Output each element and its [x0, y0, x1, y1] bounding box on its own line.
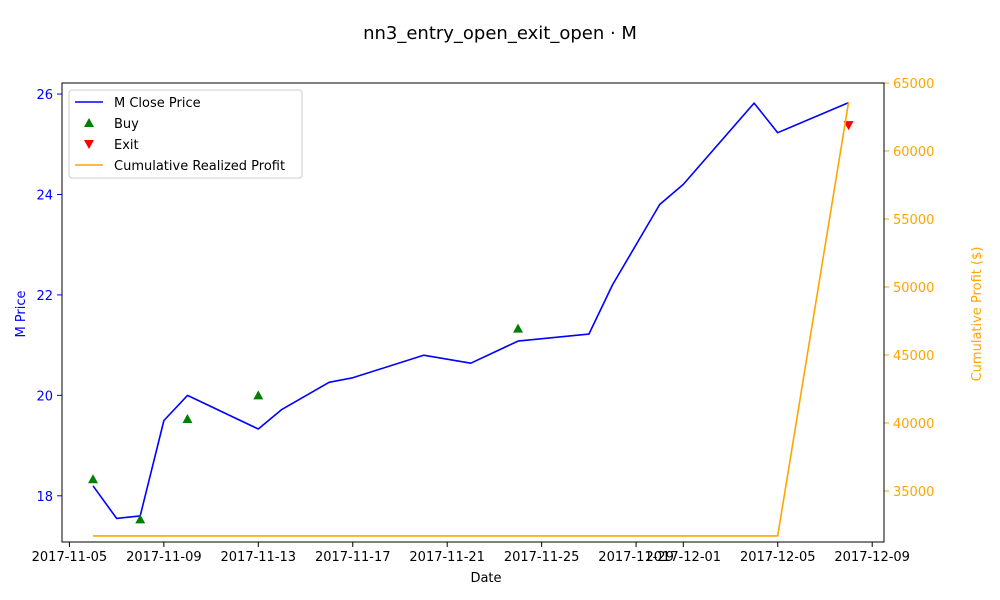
series-layer [88, 101, 854, 537]
y-axis-left-label: M Price [14, 290, 29, 337]
x-tick-label: 2017-11-05 [32, 550, 108, 565]
legend-box [68, 89, 303, 179]
x-axis-label: Date [470, 571, 501, 586]
y-left-tick-label: 26 [36, 88, 53, 103]
x-tick-label: 2017-11-25 [504, 550, 580, 565]
x-tick-label: 2017-11-09 [126, 550, 202, 565]
y-right-tick-label: 65000 [893, 77, 934, 92]
y-axis-left-ticks: 18 20 22 24 26 [36, 88, 62, 505]
legend: M Close Price Buy Exit Cumulative Realized … [68, 89, 303, 179]
legend-label: M Close Price [114, 96, 201, 111]
x-axis-ticks: 2017-11-05 2017-11-09 2017-11-13 2017-11-17… [32, 542, 910, 565]
legend-label: Exit [114, 138, 139, 153]
buy-marker [135, 514, 146, 524]
y-right-tick-label: 50000 [893, 281, 934, 296]
y-axis-right-label: Cumulative Profit ($) [970, 247, 985, 382]
y-right-tick-label: 35000 [893, 485, 934, 500]
legend-swatch-buy-marker [84, 118, 94, 127]
y-axis-right-ticks: 35000 40000 45000 50000 55000 60000 65000 [884, 77, 934, 500]
legend-label: Cumulative Realized Profit [114, 159, 285, 174]
exit-marker [843, 121, 854, 131]
x-tick-label: 2017-12-05 [740, 550, 816, 565]
buy-marker [182, 413, 193, 423]
y-right-tick-label: 55000 [893, 213, 934, 228]
y-left-tick-label: 22 [36, 289, 53, 304]
y-left-tick-label: 20 [36, 389, 53, 404]
y-right-tick-label: 60000 [893, 145, 934, 160]
axes-frame [61, 82, 885, 543]
y-left-tick-label: 24 [36, 188, 53, 203]
buy-marker [88, 474, 99, 484]
x-tick-label: 2017-11-17 [315, 550, 391, 565]
x-tick-label: 2017-11-29 [598, 550, 674, 565]
chart-title: nn3_entry_open_exit_open · M [363, 23, 637, 44]
legend-label: Buy [114, 117, 139, 132]
x-tick-label: 2017-11-21 [409, 550, 485, 565]
series-line-cumulative-realized-profit [93, 101, 850, 537]
series-line-m-close-price [92, 101, 849, 520]
y-right-tick-label: 40000 [893, 417, 934, 432]
x-tick-label: 2017-12-01 [646, 550, 722, 565]
y-left-tick-label: 18 [36, 490, 53, 505]
y-right-tick-label: 45000 [893, 349, 934, 364]
legend-swatch-exit-marker [84, 140, 94, 149]
x-tick-label: 2017-11-13 [221, 550, 297, 565]
x-tick-label: 2017-12-09 [834, 550, 910, 565]
buy-marker [253, 390, 264, 400]
buy-marker [513, 323, 524, 333]
